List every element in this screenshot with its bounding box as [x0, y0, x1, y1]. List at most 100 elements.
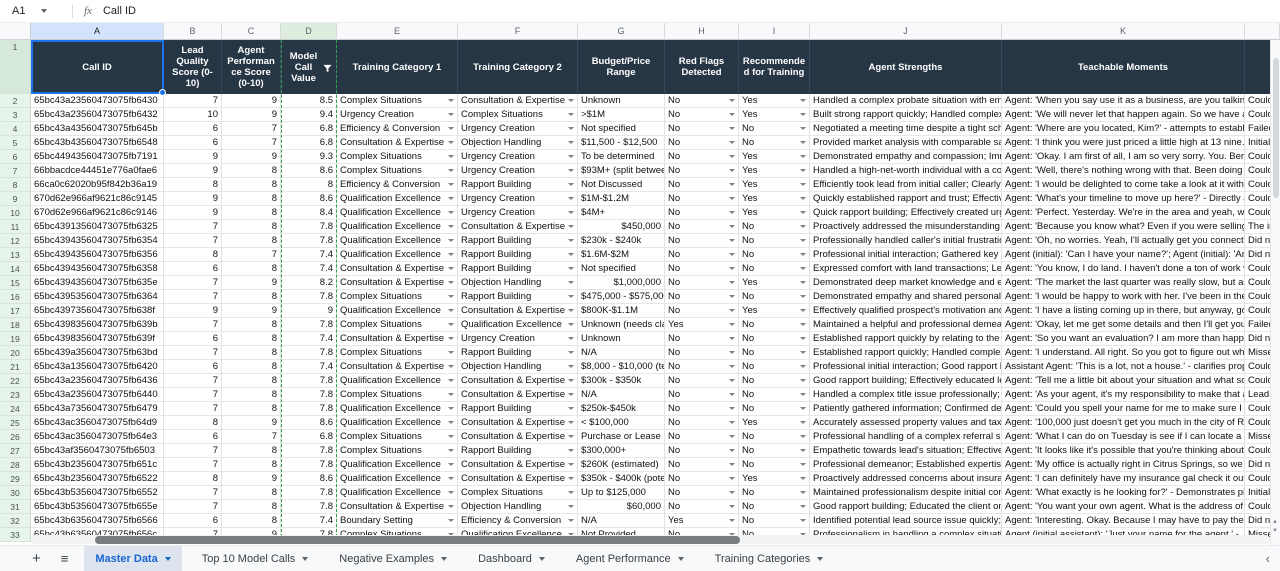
- cell[interactable]: 6.8: [281, 430, 337, 444]
- row-header-4[interactable]: 4: [0, 122, 31, 136]
- cell[interactable]: Maintained professionalism despite initi…: [810, 486, 1002, 500]
- cell[interactable]: Complex Situations: [458, 108, 578, 122]
- dropdown-arrow-icon[interactable]: [729, 337, 735, 340]
- column-header-j[interactable]: J: [810, 23, 1002, 40]
- cell[interactable]: No: [665, 248, 739, 262]
- cell[interactable]: Quick rapport building; Effectively crea…: [810, 206, 1002, 220]
- tab-top-10-model-calls[interactable]: Top 10 Model Calls: [191, 546, 320, 571]
- cell[interactable]: 9: [222, 416, 281, 430]
- cell[interactable]: 8: [222, 332, 281, 346]
- cell[interactable]: Rapport Building: [458, 234, 578, 248]
- cell[interactable]: Qualification Excellence: [337, 220, 458, 234]
- cell[interactable]: 65bc43a73560473075fb6479: [31, 402, 164, 416]
- cell[interactable]: Yes: [739, 416, 810, 430]
- dropdown-arrow-icon[interactable]: [568, 295, 574, 298]
- dropdown-arrow-icon[interactable]: [568, 99, 574, 102]
- row-header-19[interactable]: 19: [0, 332, 31, 346]
- cell[interactable]: 8: [164, 416, 222, 430]
- dropdown-arrow-icon[interactable]: [800, 463, 806, 466]
- cell[interactable]: 6: [164, 430, 222, 444]
- cell[interactable]: Complex Situations: [337, 444, 458, 458]
- row-header-7[interactable]: 7: [0, 164, 31, 178]
- cell[interactable]: Consultation & Expertise: [458, 388, 578, 402]
- cell[interactable]: 7.8: [281, 402, 337, 416]
- cell[interactable]: 9: [281, 304, 337, 318]
- cell[interactable]: N/A: [578, 346, 665, 360]
- cell[interactable]: 6: [164, 514, 222, 528]
- cell[interactable]: Yes: [665, 514, 739, 528]
- cell[interactable]: Urgency Creation: [337, 108, 458, 122]
- row-header-22[interactable]: 22: [0, 374, 31, 388]
- vertical-scrollbar[interactable]: [1270, 40, 1280, 545]
- cell[interactable]: Agent: 'I have a listing coming up in th…: [1002, 304, 1245, 318]
- cell[interactable]: Not Discussed: [578, 178, 665, 192]
- row-header-20[interactable]: 20: [0, 346, 31, 360]
- cell[interactable]: 7: [164, 374, 222, 388]
- tab-training-categories[interactable]: Training Categories: [704, 546, 835, 571]
- cell[interactable]: 7.8: [281, 388, 337, 402]
- dropdown-arrow-icon[interactable]: [729, 491, 735, 494]
- cell[interactable]: No: [739, 318, 810, 332]
- cell[interactable]: 8: [222, 178, 281, 192]
- cell[interactable]: Professional demeanor; Established exper…: [810, 458, 1002, 472]
- dropdown-arrow-icon[interactable]: [568, 169, 574, 172]
- dropdown-arrow-icon[interactable]: [800, 253, 806, 256]
- cell[interactable]: 65bc43943560473075fb6358: [31, 262, 164, 276]
- all-sheets-menu-icon[interactable]: ≡: [60, 551, 69, 566]
- cell[interactable]: 7: [222, 122, 281, 136]
- cell[interactable]: 8: [222, 458, 281, 472]
- cell[interactable]: Professional initial interaction; Gather…: [810, 248, 1002, 262]
- cell[interactable]: Empathetic towards lead's situation; Eff…: [810, 444, 1002, 458]
- cell[interactable]: 7: [222, 136, 281, 150]
- cell[interactable]: No: [739, 374, 810, 388]
- dropdown-arrow-icon[interactable]: [729, 421, 735, 424]
- cell[interactable]: Consultation & Expertise: [458, 94, 578, 108]
- cell[interactable]: 65bc43b23560473075fb651c: [31, 458, 164, 472]
- add-sheet-icon[interactable]: +: [32, 549, 41, 567]
- cell[interactable]: >$1M: [578, 108, 665, 122]
- cell[interactable]: No: [739, 430, 810, 444]
- dropdown-arrow-icon[interactable]: [448, 295, 454, 298]
- cell[interactable]: 65bc43983560473075fb639b: [31, 318, 164, 332]
- cell[interactable]: Identified potential lead source issue q…: [810, 514, 1002, 528]
- dropdown-arrow-icon[interactable]: [448, 393, 454, 396]
- cell[interactable]: 8: [222, 500, 281, 514]
- cell[interactable]: Consultation & Expertise: [337, 276, 458, 290]
- cell[interactable]: Handled a complex title issue profession…: [810, 388, 1002, 402]
- dropdown-arrow-icon[interactable]: [568, 435, 574, 438]
- cell[interactable]: Agent: 'What I can do on Tuesday is see …: [1002, 430, 1245, 444]
- tab-scroll-left-icon[interactable]: ‹: [1265, 551, 1270, 566]
- cell[interactable]: Consultation & Expertise: [337, 136, 458, 150]
- dropdown-arrow-icon[interactable]: [568, 421, 574, 424]
- dropdown-arrow-icon[interactable]: [448, 533, 454, 536]
- dropdown-arrow-icon[interactable]: [568, 351, 574, 354]
- row-header-11[interactable]: 11: [0, 220, 31, 234]
- dropdown-arrow-icon[interactable]: [448, 435, 454, 438]
- formula-input[interactable]: Call ID: [102, 5, 136, 17]
- cell[interactable]: 9: [164, 192, 222, 206]
- cell[interactable]: 8: [222, 360, 281, 374]
- select-all-corner[interactable]: [0, 23, 31, 40]
- cell[interactable]: 7.4: [281, 332, 337, 346]
- cell[interactable]: Negotiated a meeting time despite a tigh…: [810, 122, 1002, 136]
- dropdown-arrow-icon[interactable]: [800, 239, 806, 242]
- dropdown-arrow-icon[interactable]: [568, 323, 574, 326]
- row-header-2[interactable]: 2: [0, 94, 31, 108]
- cell[interactable]: 8: [222, 444, 281, 458]
- dropdown-arrow-icon[interactable]: [729, 225, 735, 228]
- cell[interactable]: No: [739, 220, 810, 234]
- cell[interactable]: 7.8: [281, 220, 337, 234]
- dropdown-arrow-icon[interactable]: [448, 239, 454, 242]
- cell[interactable]: Agent: 'My office is actually right in C…: [1002, 458, 1245, 472]
- cell[interactable]: No: [739, 122, 810, 136]
- cell[interactable]: No: [665, 94, 739, 108]
- header-cell[interactable]: Training Category 2: [458, 40, 578, 94]
- cell[interactable]: Agent: 'Could you spell your name for me…: [1002, 402, 1245, 416]
- cell[interactable]: Good rapport building; Effectively educa…: [810, 374, 1002, 388]
- cell[interactable]: Objection Handling: [458, 276, 578, 290]
- cell[interactable]: Objection Handling: [458, 500, 578, 514]
- header-cell[interactable]: Agent Strengths: [810, 40, 1002, 94]
- cell[interactable]: $260K (estimated): [578, 458, 665, 472]
- cell[interactable]: Consultation & Expertise: [337, 360, 458, 374]
- cell[interactable]: Agent: 'You want your own agent. What is…: [1002, 500, 1245, 514]
